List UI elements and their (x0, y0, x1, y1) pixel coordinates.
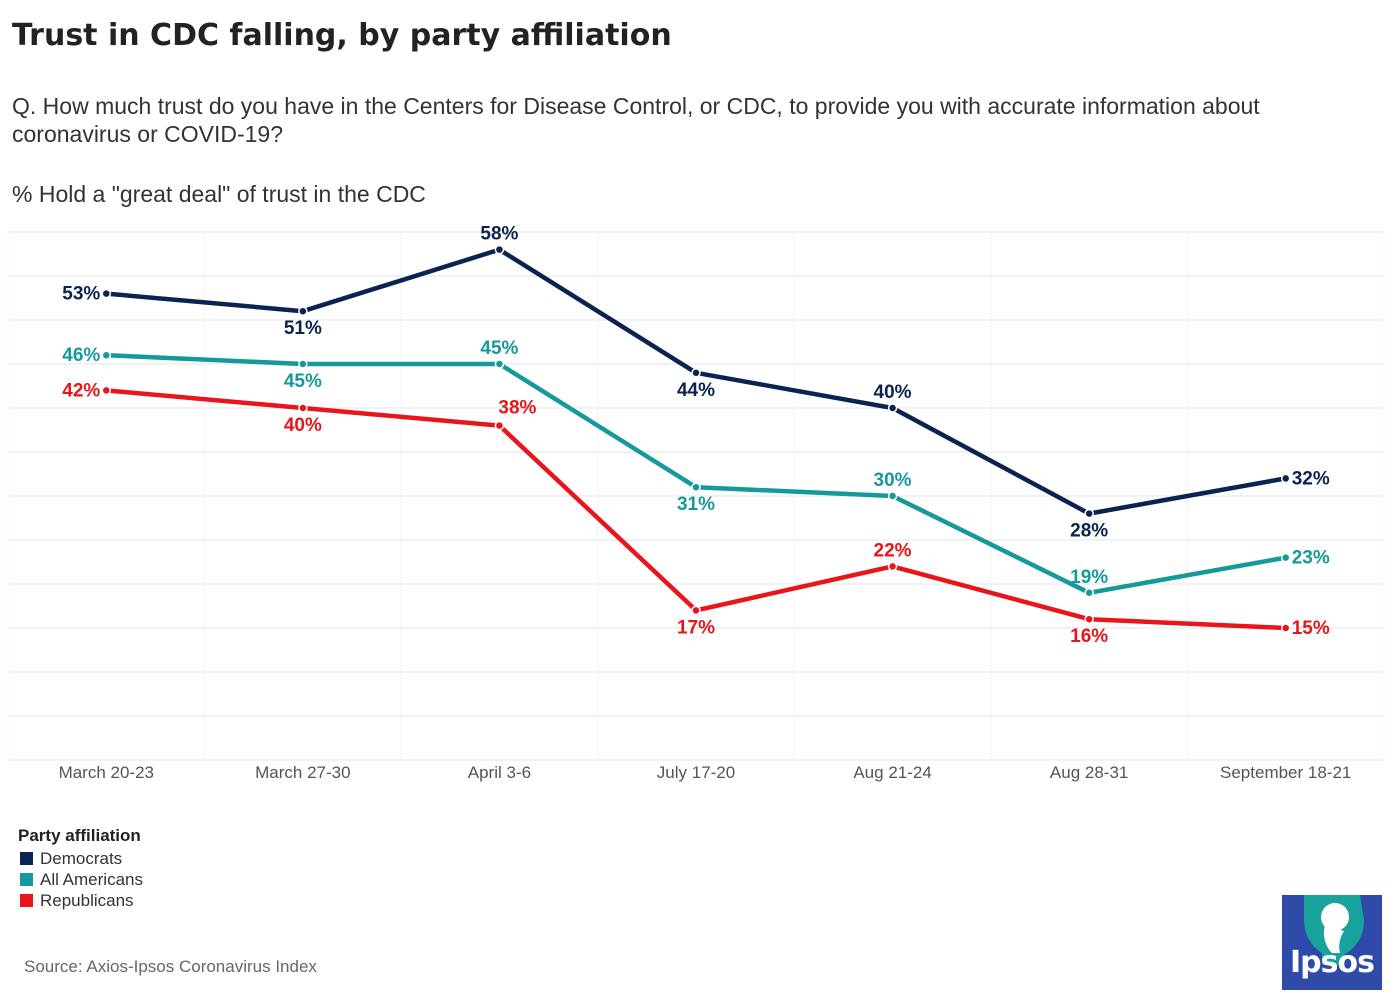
data-label-all-americans: 31% (677, 494, 715, 515)
data-point-republicans[interactable] (691, 605, 701, 616)
legend: Party affiliation Democrats All American… (18, 826, 143, 911)
data-label-democrats: 40% (874, 382, 912, 403)
ipsos-logo: Ipsos (1282, 895, 1382, 990)
data-label-all-americans: 19% (1070, 567, 1108, 588)
x-tick-label: March 27-30 (255, 763, 350, 782)
data-point-republicans[interactable] (298, 403, 308, 413)
series-lines (106, 247, 1287, 631)
line-chart: March 20-23 March 27-30 April 3-6 July 17-2… (7, 224, 1385, 782)
data-point-democrats[interactable] (101, 288, 112, 299)
data-point-democrats[interactable] (494, 244, 505, 255)
series-points (101, 244, 1291, 633)
data-point-all-americans[interactable] (494, 359, 505, 369)
legend-item-all-americans[interactable]: All Americans (18, 869, 143, 890)
data-label-all-americans: 30% (874, 470, 912, 491)
data-labels: 53% 51% 58% 44% 40% 28% 32% 46% 45% 45% 31% 30% 19% 2… (62, 224, 1330, 648)
survey-question: Q. How much trust do you have in the Cen… (12, 93, 1260, 147)
data-point-democrats[interactable] (1280, 473, 1291, 484)
data-point-democrats[interactable] (887, 403, 898, 413)
gridlines (7, 231, 1385, 761)
data-point-all-americans[interactable] (1084, 588, 1094, 598)
data-label-republicans: 16% (1070, 626, 1108, 647)
data-point-democrats[interactable] (1084, 508, 1094, 519)
x-tick-label: September 18-21 (1220, 763, 1351, 782)
data-label-all-americans: 45% (480, 338, 518, 359)
data-point-republicans[interactable] (101, 385, 112, 396)
data-label-republicans: 42% (62, 380, 100, 401)
legend-label: All Americans (40, 870, 143, 889)
data-label-all-americans: 45% (284, 371, 322, 392)
data-label-republicans: 38% (498, 398, 536, 419)
data-point-democrats[interactable] (298, 306, 308, 316)
ipsos-head-icon (1304, 895, 1364, 965)
data-point-democrats[interactable] (691, 368, 701, 378)
data-point-all-americans[interactable] (101, 350, 112, 360)
x-tick-label: March 20-23 (59, 763, 154, 782)
legend-item-democrats[interactable]: Democrats (18, 848, 143, 869)
x-tick-label: July 17-20 (657, 763, 735, 782)
chart-subtitle: % Hold a "great deal" of trust in the CD… (12, 181, 426, 207)
x-tick-label: Aug 21-24 (853, 763, 931, 782)
source-note: Source: Axios-Ipsos Coronavirus Index (24, 957, 317, 976)
data-label-democrats: 51% (284, 318, 322, 339)
legend-label: Republicans (40, 891, 134, 910)
data-label-all-americans: 23% (1292, 548, 1330, 569)
data-label-democrats: 53% (62, 284, 100, 305)
data-label-democrats: 58% (480, 224, 518, 245)
data-label-republicans: 15% (1292, 618, 1330, 639)
data-point-all-americans[interactable] (1280, 552, 1291, 563)
data-point-republicans[interactable] (1280, 623, 1291, 633)
data-label-republicans: 17% (677, 617, 715, 638)
data-label-democrats: 44% (677, 380, 715, 401)
data-point-republicans[interactable] (494, 420, 505, 431)
data-point-republicans[interactable] (1084, 614, 1094, 624)
data-label-republicans: 22% (874, 540, 912, 561)
x-tick-label: Aug 28-31 (1050, 763, 1128, 782)
data-point-republicans[interactable] (887, 561, 898, 572)
logo-text: Ipsos (1290, 945, 1375, 980)
data-label-all-americans: 46% (62, 345, 100, 366)
legend-label: Democrats (40, 849, 123, 868)
data-label-republicans: 40% (284, 415, 322, 436)
x-axis-ticks: March 20-23 March 27-30 April 3-6 July 17-2… (59, 763, 1352, 782)
legend-title: Party affiliation (18, 826, 141, 845)
chart-title: Trust in CDC falling, by party affiliati… (12, 18, 672, 53)
data-point-all-americans[interactable] (887, 491, 898, 501)
legend-swatch-republicans (20, 894, 33, 907)
data-point-all-americans[interactable] (691, 482, 701, 492)
data-label-democrats: 28% (1070, 521, 1108, 542)
legend-item-republicans[interactable]: Republicans (18, 890, 143, 911)
x-tick-label: April 3-6 (468, 763, 531, 782)
data-point-all-americans[interactable] (298, 359, 308, 369)
legend-swatch-all-americans (20, 873, 33, 886)
legend-swatch-democrats (20, 852, 33, 865)
data-label-democrats: 32% (1292, 468, 1330, 489)
